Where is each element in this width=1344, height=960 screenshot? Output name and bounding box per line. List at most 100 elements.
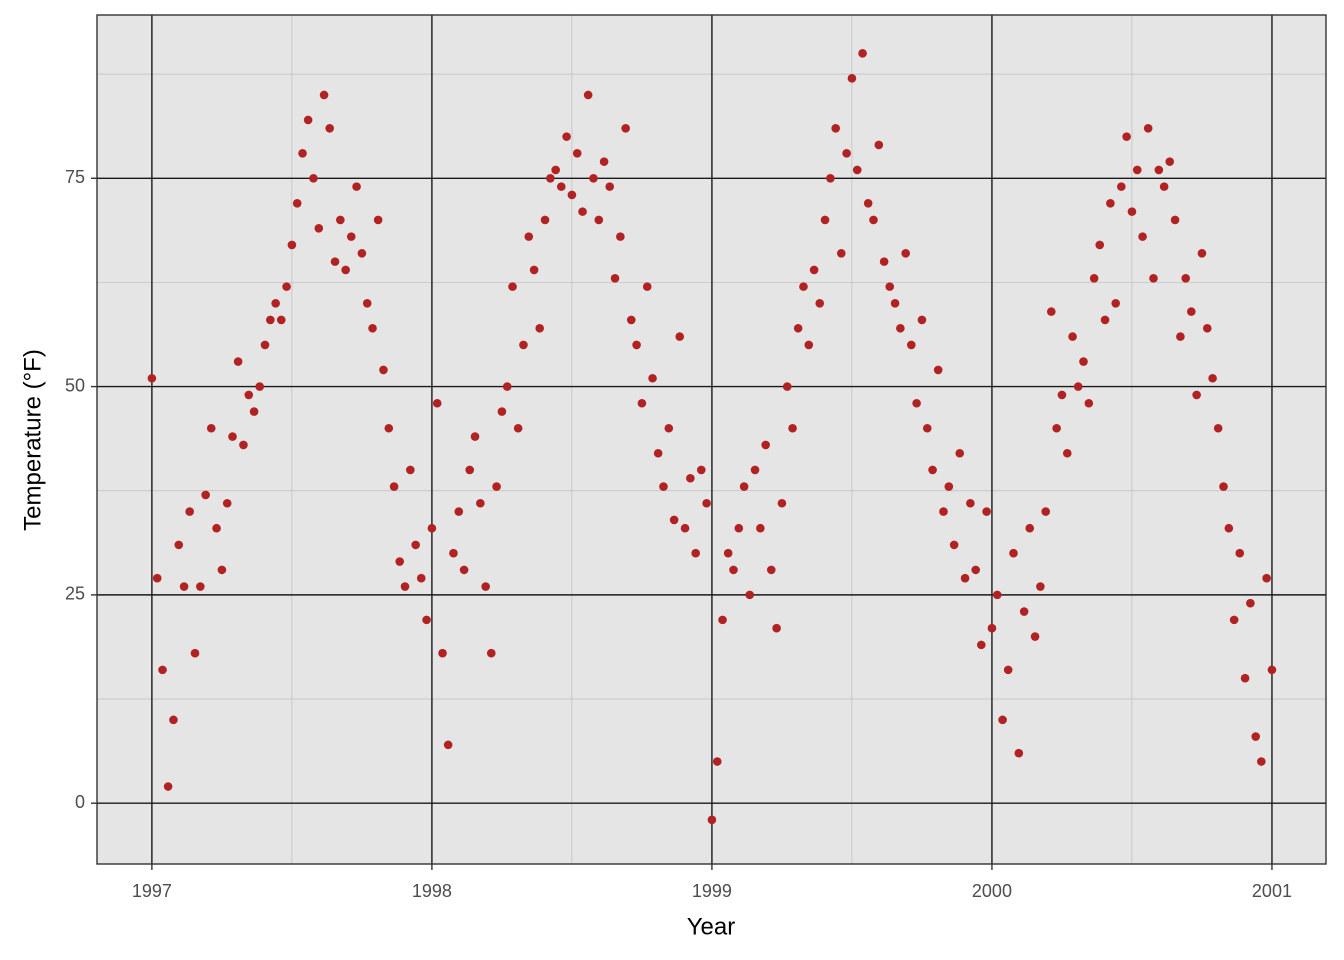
point bbox=[917, 315, 927, 325]
point bbox=[266, 315, 275, 325]
point bbox=[874, 140, 884, 150]
point bbox=[890, 298, 900, 308]
point bbox=[395, 557, 404, 566]
point bbox=[470, 432, 480, 441]
point bbox=[287, 240, 297, 250]
point bbox=[567, 190, 577, 200]
point bbox=[357, 248, 367, 258]
point bbox=[583, 90, 593, 100]
point bbox=[1057, 390, 1067, 400]
point bbox=[1047, 307, 1056, 316]
point bbox=[642, 282, 652, 291]
point bbox=[1079, 357, 1088, 366]
point bbox=[696, 465, 706, 475]
point bbox=[1062, 448, 1072, 458]
point bbox=[319, 90, 329, 100]
y-axis-title: Temperature (°F) bbox=[19, 349, 46, 531]
point bbox=[152, 573, 162, 583]
point bbox=[809, 265, 819, 275]
point bbox=[492, 482, 501, 491]
x-tick-label: 2000 bbox=[972, 881, 1012, 901]
point bbox=[1165, 157, 1175, 166]
point bbox=[1159, 182, 1169, 191]
point bbox=[303, 115, 313, 125]
point bbox=[346, 232, 356, 241]
point bbox=[443, 740, 453, 750]
point bbox=[826, 174, 835, 183]
point bbox=[712, 757, 722, 766]
point bbox=[1111, 298, 1121, 308]
point bbox=[292, 198, 302, 208]
point bbox=[992, 590, 1002, 600]
point bbox=[1052, 423, 1061, 433]
point bbox=[1246, 598, 1255, 608]
y-tick-label: 50 bbox=[65, 375, 85, 395]
point bbox=[239, 440, 248, 450]
point bbox=[626, 315, 636, 325]
point bbox=[427, 523, 437, 533]
point bbox=[406, 465, 415, 475]
point bbox=[1132, 165, 1142, 175]
point bbox=[1009, 548, 1018, 558]
point bbox=[1267, 665, 1277, 675]
point bbox=[389, 482, 399, 491]
point bbox=[1122, 132, 1131, 141]
point bbox=[249, 407, 259, 416]
point bbox=[750, 465, 760, 475]
point bbox=[1100, 315, 1110, 325]
point bbox=[1170, 215, 1180, 225]
point bbox=[1224, 523, 1234, 533]
point bbox=[384, 423, 394, 433]
point bbox=[1262, 573, 1271, 583]
point bbox=[1229, 615, 1239, 625]
point bbox=[594, 215, 604, 225]
point bbox=[1202, 323, 1212, 333]
point bbox=[664, 423, 674, 433]
point bbox=[147, 373, 157, 383]
point bbox=[1187, 307, 1196, 316]
point bbox=[314, 223, 324, 233]
point bbox=[761, 440, 770, 450]
point bbox=[1208, 373, 1217, 383]
point bbox=[842, 149, 851, 158]
point bbox=[432, 398, 442, 408]
point bbox=[782, 382, 792, 391]
point bbox=[777, 498, 787, 508]
point bbox=[885, 282, 895, 291]
point bbox=[330, 257, 340, 266]
point bbox=[863, 198, 873, 208]
point bbox=[858, 49, 867, 58]
point bbox=[922, 423, 932, 433]
x-tick-label: 2001 bbox=[1252, 881, 1292, 901]
point bbox=[680, 523, 690, 533]
point bbox=[422, 615, 431, 625]
point bbox=[1019, 607, 1029, 616]
point bbox=[707, 815, 717, 825]
point bbox=[212, 523, 221, 533]
point bbox=[336, 215, 345, 225]
point bbox=[271, 298, 280, 308]
point bbox=[179, 582, 189, 591]
x-tick-label: 1997 bbox=[132, 881, 172, 901]
point bbox=[1095, 240, 1105, 250]
point bbox=[513, 423, 523, 433]
point bbox=[939, 507, 948, 516]
point bbox=[799, 282, 808, 291]
point bbox=[497, 407, 507, 416]
point bbox=[438, 648, 447, 658]
point bbox=[502, 382, 512, 391]
point bbox=[605, 182, 615, 191]
point bbox=[1257, 757, 1266, 766]
point bbox=[1014, 748, 1024, 758]
point bbox=[1068, 332, 1077, 341]
point bbox=[368, 323, 377, 333]
point bbox=[341, 265, 350, 275]
y-tick-label: 25 bbox=[65, 584, 85, 604]
point bbox=[901, 248, 910, 258]
point bbox=[169, 715, 178, 725]
point bbox=[201, 490, 210, 500]
x-axis-title: Year bbox=[687, 913, 736, 940]
point bbox=[949, 540, 959, 550]
point bbox=[621, 124, 630, 133]
